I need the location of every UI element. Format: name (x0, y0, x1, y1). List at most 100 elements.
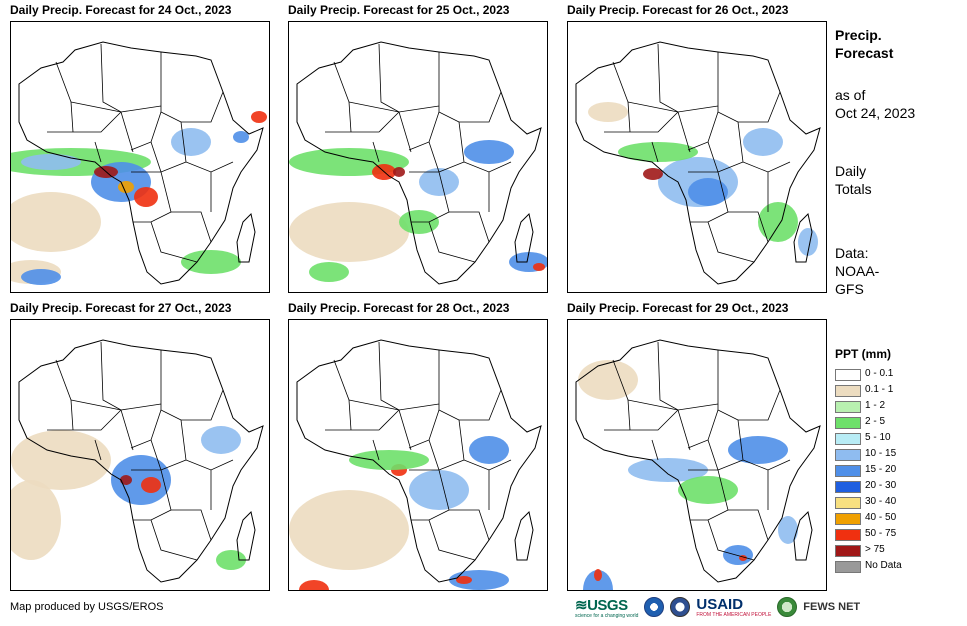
precip-map (10, 319, 270, 591)
country-border (612, 61, 631, 133)
legend-swatch (835, 497, 861, 509)
precip-map (288, 21, 548, 293)
legend-item: 20 - 30 (835, 478, 945, 494)
precip-area (299, 580, 329, 590)
country-border (120, 111, 134, 153)
precip-area (118, 181, 134, 193)
africa-map-svg (575, 41, 821, 285)
country-border (627, 399, 679, 411)
legend-label: 50 - 75 (865, 528, 897, 539)
panel-title: Daily Precip. Forecast for 24 Oct., 2023 (10, 3, 232, 17)
precip-area (456, 576, 472, 584)
legend-item: No Data (835, 558, 945, 574)
legend-label: 15 - 20 (865, 464, 897, 475)
legend-label: 5 - 10 (865, 432, 891, 443)
precip-area (533, 263, 545, 271)
country-border (428, 141, 465, 173)
side-heading: Precip. Forecast (835, 26, 893, 62)
country-border (160, 350, 182, 421)
precip-area (251, 111, 267, 123)
map-credit: Map produced by USGS/EROS (10, 601, 164, 613)
precip-area (594, 569, 602, 581)
country-border (627, 101, 679, 113)
madagascar-outline (793, 511, 813, 561)
panel-title: Daily Precip. Forecast for 26 Oct., 2023 (567, 3, 789, 17)
country-border (73, 409, 122, 431)
usaid-tagline: FROM THE AMERICAN PEOPLE (696, 612, 772, 618)
legend: 0 - 0.1 0.1 - 1 1 - 2 2 - 5 5 - 10 10 - 15 15 … (835, 366, 945, 574)
country-border (438, 350, 460, 421)
legend-swatch (835, 385, 861, 397)
continent-outline (18, 41, 264, 285)
legend-swatch (835, 433, 861, 445)
country-border (70, 399, 122, 411)
totals-label: Daily Totals (835, 162, 872, 198)
precip-area (688, 178, 728, 206)
country-border (372, 439, 380, 461)
legend-item: 0.1 - 1 (835, 382, 945, 398)
panel-title: Daily Precip. Forecast for 25 Oct., 2023 (288, 3, 510, 17)
country-border (458, 419, 512, 471)
precip-area (678, 476, 738, 504)
forecast-panel-26oct: Daily Precip. Forecast for 26 Oct., 2023 (567, 3, 827, 293)
precip-area (289, 490, 409, 570)
country-border (428, 221, 476, 263)
country-border (348, 399, 400, 411)
usgs-tagline: science for a changing world (575, 612, 639, 619)
precip-area (11, 430, 111, 490)
asof-line2: Oct 24, 2023 (835, 105, 916, 121)
forecast-panel-25oct: Daily Precip. Forecast for 25 Oct., 2023 (288, 3, 548, 293)
asof-line1: as of (835, 87, 866, 103)
continent-outline (575, 339, 821, 583)
country-border (438, 52, 460, 123)
country-border (630, 111, 679, 133)
legend-label: 1 - 2 (865, 400, 886, 411)
legend-item: 15 - 20 (835, 462, 945, 478)
data-line3: GFS (835, 281, 864, 297)
precip-area (393, 167, 405, 177)
country-border (630, 409, 679, 431)
precip-area (618, 142, 698, 162)
usgs-logo: ≋USGS science for a changing world (575, 596, 638, 619)
panel-title: Daily Precip. Forecast for 28 Oct., 2023 (288, 301, 510, 315)
africa-map-svg (11, 41, 267, 285)
africa-map-svg (11, 339, 264, 583)
country-border (100, 341, 162, 411)
data-line1: Data: (835, 245, 869, 261)
usaid-logo: USAID FROM THE AMERICAN PEOPLE (696, 596, 771, 618)
madagascar-outline (793, 213, 813, 263)
country-border (181, 91, 224, 123)
country-border (398, 409, 412, 451)
continent-outline (575, 41, 821, 285)
fews-globe-icon (777, 597, 798, 617)
country-border (687, 409, 719, 449)
as-of-date: as of Oct 24, 2023 (835, 86, 915, 122)
country-border (351, 409, 400, 431)
totals-line2: Totals (835, 181, 872, 197)
legend-swatch (835, 369, 861, 381)
country-border (150, 519, 198, 561)
country-border (100, 43, 162, 113)
country-border (459, 91, 502, 123)
precip-map (567, 319, 827, 591)
precip-map (567, 21, 827, 293)
country-border (181, 389, 224, 421)
country-border (449, 211, 490, 243)
legend-item: 10 - 15 (835, 446, 945, 462)
country-border (120, 409, 134, 451)
country-border (130, 409, 162, 449)
legend-item: 40 - 50 (835, 510, 945, 526)
country-border (408, 409, 440, 449)
precip-area (21, 269, 61, 285)
country-border (717, 52, 739, 123)
legend-item: 1 - 2 (835, 398, 945, 414)
country-border (398, 111, 412, 153)
country-border (677, 111, 691, 153)
continent-outline (18, 339, 264, 583)
madagascar-outline (236, 213, 256, 263)
country-border (728, 509, 769, 541)
precip-map (288, 319, 548, 591)
madagascar-outline (514, 511, 534, 561)
continent-outline (296, 41, 542, 285)
legend-swatch (835, 561, 861, 573)
